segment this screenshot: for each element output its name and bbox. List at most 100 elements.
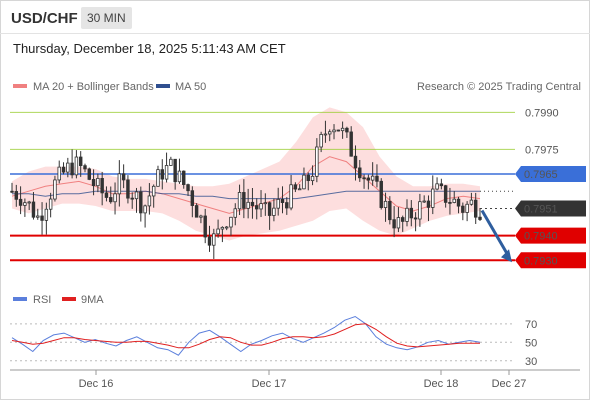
candle	[194, 203, 199, 218]
candle	[263, 193, 268, 216]
candle	[422, 195, 426, 203]
candle	[182, 170, 186, 189]
candle	[134, 187, 139, 213]
candle	[250, 188, 255, 219]
candle	[173, 158, 177, 190]
candle	[14, 184, 19, 207]
candle	[237, 184, 242, 216]
candle	[362, 174, 366, 189]
candle	[255, 198, 259, 220]
candle	[143, 204, 147, 228]
candle	[91, 169, 96, 196]
ma20-legend-label: MA 20 + Bollinger Bands	[33, 81, 154, 93]
candle	[332, 124, 336, 140]
copyright-text: Research © 2025 Trading Central	[417, 81, 581, 93]
candle	[267, 201, 272, 230]
timeframe-button[interactable]: 30 MIN	[81, 7, 132, 29]
candle	[53, 175, 57, 202]
forecast-arrow	[480, 209, 512, 263]
candle	[473, 192, 478, 224]
candle	[302, 167, 306, 190]
candle	[44, 202, 49, 235]
candle	[345, 126, 349, 138]
rsi-tick-50: 50	[525, 337, 537, 349]
candle	[61, 162, 66, 175]
candle	[139, 186, 143, 222]
rsi-lines	[11, 315, 481, 356]
candle	[224, 225, 229, 231]
candle	[100, 171, 104, 206]
candle	[383, 192, 388, 222]
candle	[207, 225, 212, 252]
candle	[418, 193, 422, 227]
candle	[379, 178, 383, 210]
candle	[328, 129, 332, 142]
candle	[160, 159, 164, 190]
candle	[229, 216, 233, 236]
candle	[366, 174, 371, 190]
candle	[443, 184, 448, 208]
timestamp: Thursday, December 18, 2025 5:11:43 AM C…	[13, 41, 286, 56]
candle	[246, 188, 250, 219]
candle	[469, 192, 474, 206]
candle	[203, 208, 207, 244]
candle	[413, 212, 418, 232]
candle	[117, 160, 122, 207]
level-0-7940-label: 0.7940	[524, 231, 558, 243]
candle	[409, 200, 414, 227]
candle	[426, 195, 431, 222]
candle	[340, 121, 345, 139]
candle	[392, 206, 396, 238]
candle	[212, 228, 216, 259]
level-0-7965-label: 0.7965	[524, 169, 558, 181]
x-axis-ticks: Dec 16 Dec 17 Dec 18 Dec 27	[79, 370, 527, 390]
candle	[259, 190, 263, 218]
candle	[435, 177, 439, 191]
candle	[109, 186, 113, 204]
candle	[400, 215, 405, 232]
candle	[147, 183, 152, 215]
x-tick-label: Dec 16	[79, 378, 114, 390]
level-lines	[10, 111, 515, 262]
candle	[478, 208, 482, 221]
ma9-legend-label: 9MA	[81, 294, 104, 306]
candle	[177, 158, 182, 184]
candle	[27, 200, 31, 211]
candle	[319, 131, 323, 153]
candle	[66, 157, 70, 178]
candle	[439, 178, 444, 190]
candle	[31, 192, 36, 220]
x-tick-label: Dec 17	[252, 378, 287, 390]
level-0-7930-label: 0.7930	[524, 255, 558, 267]
candle	[130, 192, 134, 209]
candle	[74, 150, 79, 179]
candle	[78, 151, 83, 177]
candle	[272, 198, 276, 222]
candle	[216, 219, 220, 238]
candle	[57, 160, 61, 184]
forecast-arrow-head	[501, 249, 512, 263]
candle	[199, 214, 203, 224]
candle	[156, 165, 160, 187]
candle	[452, 191, 456, 204]
x-tick-label: Dec 27	[492, 378, 527, 390]
candle	[164, 152, 169, 183]
candle	[375, 164, 379, 188]
candle	[448, 187, 452, 215]
candle	[297, 184, 302, 191]
rsi-legend-label: RSI	[33, 294, 51, 306]
bollinger-band-fill	[12, 107, 480, 241]
moving-averages	[11, 156, 481, 214]
candle	[233, 203, 237, 226]
candle	[276, 187, 280, 216]
forecast-arrow-shaft	[480, 209, 510, 257]
rsi-legend-swatch	[13, 297, 27, 301]
rsi-line	[11, 315, 481, 356]
candle	[48, 192, 53, 218]
candle	[293, 182, 298, 193]
level-0-7990-label: 0.7990	[525, 107, 559, 119]
level-0-7965-tag	[515, 165, 586, 182]
candle	[461, 202, 465, 221]
candle	[113, 182, 117, 215]
